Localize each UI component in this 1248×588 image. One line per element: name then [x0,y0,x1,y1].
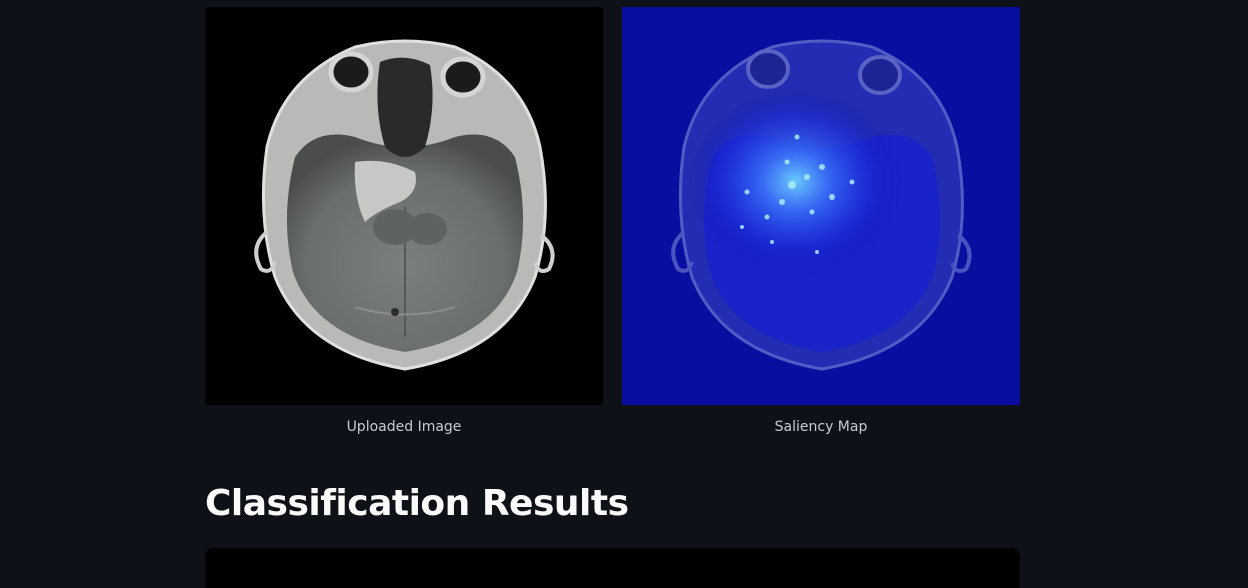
saliency-map-caption: Saliency Map [774,419,868,435]
image-row [205,7,1020,405]
uploaded-image [205,7,603,405]
classification-results-panel [205,548,1020,588]
uploaded-image-caption: Uploaded Image [346,419,462,435]
classification-results-heading: Classification Results [205,483,629,524]
saliency-heatmap [622,7,1020,405]
saliency-map-image [622,7,1020,405]
mri-scan-image [205,7,603,405]
